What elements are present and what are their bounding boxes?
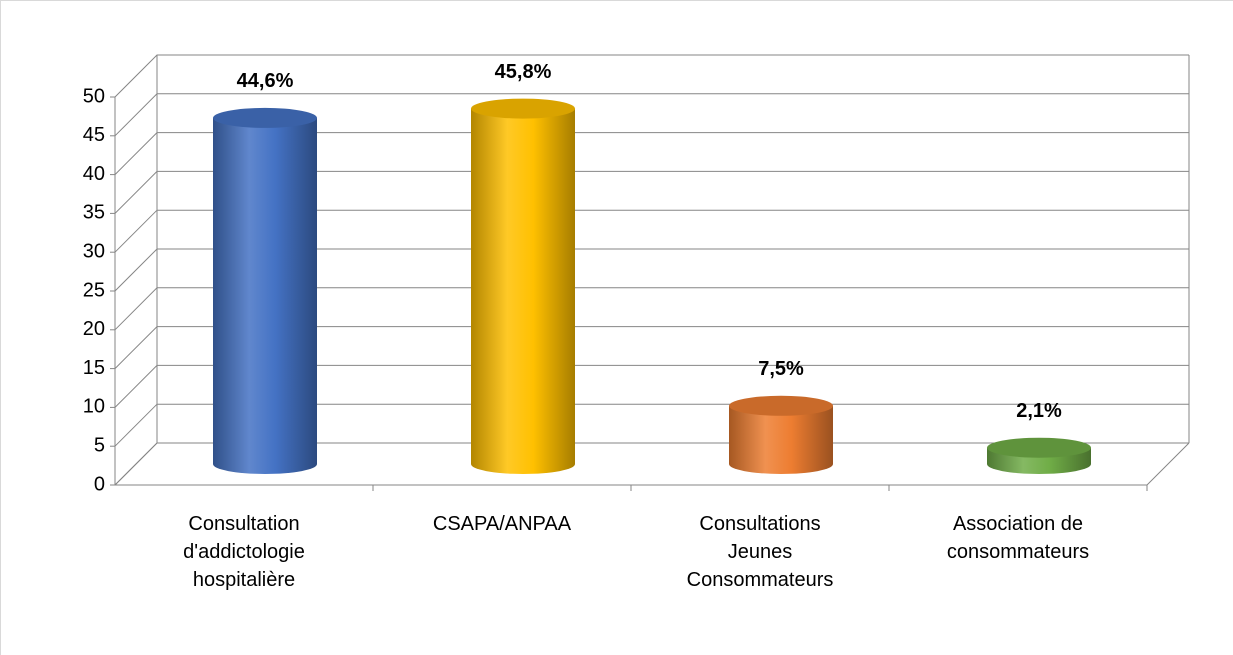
data-label: 45,8%	[495, 61, 552, 83]
x-tick-label: Association de consommateurs	[947, 513, 1089, 563]
y-tick-label: 40	[83, 163, 105, 185]
y-tick-label: 25	[83, 279, 105, 301]
grid-line	[114, 132, 1189, 175]
bar-top	[213, 107, 317, 128]
bar	[729, 405, 833, 474]
data-label: 2,1%	[1016, 400, 1062, 422]
bar-top	[471, 98, 575, 119]
grid-line	[114, 248, 1189, 292]
grid-line	[114, 403, 1189, 447]
y-tick-label: 5	[94, 434, 105, 456]
grid-line	[114, 364, 1189, 408]
grid-line	[114, 326, 1189, 369]
y-tick-label: 15	[83, 357, 105, 379]
y-tick-label: 50	[83, 85, 105, 107]
grid-line	[114, 170, 1189, 214]
bar	[213, 117, 317, 475]
grid-line	[114, 54, 1189, 98]
x-tick-label: CSAPA/ANPAA	[433, 513, 572, 535]
y-tick-label: 30	[83, 240, 105, 262]
y-tick-label: 0	[94, 473, 105, 495]
data-label: 7,5%	[758, 358, 804, 380]
grid-line	[114, 442, 1189, 486]
y-tick-label: 10	[83, 396, 105, 418]
grid-line	[114, 209, 1189, 253]
y-tick-label: 20	[83, 318, 105, 340]
y-tick-label: 35	[83, 202, 105, 224]
y-tick-label: 45	[83, 124, 105, 146]
x-tick-label: Consultations Jeunes Consommateurs	[687, 513, 834, 591]
bar-top	[987, 437, 1091, 458]
bar-top	[729, 395, 833, 416]
x-tick-label: Consultation d'addictologie hospitalière	[183, 513, 305, 591]
grid-line	[114, 93, 1189, 137]
grid-line	[114, 287, 1189, 331]
data-label: 44,6%	[237, 70, 294, 92]
bar	[471, 108, 575, 474]
